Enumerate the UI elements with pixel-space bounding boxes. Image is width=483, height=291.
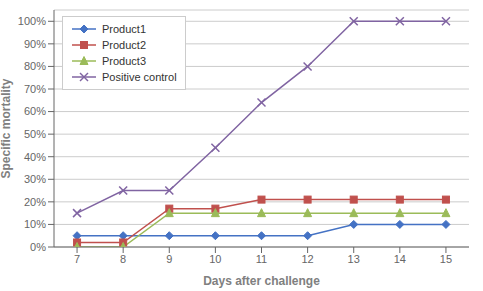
svg-text:40%: 40% (24, 151, 46, 163)
svg-text:10%: 10% (24, 218, 46, 230)
svg-text:Days after challenge: Days after challenge (203, 274, 320, 288)
svg-text:7: 7 (74, 253, 80, 265)
svg-text:10: 10 (209, 253, 221, 265)
svg-text:15: 15 (440, 253, 452, 265)
svg-text:14: 14 (394, 253, 406, 265)
html-text:Product3: Product3 (102, 55, 146, 67)
svg-text:13: 13 (348, 253, 360, 265)
html-text:Product2: Product2 (102, 39, 146, 51)
svg-text:70%: 70% (24, 83, 46, 95)
html-text:Product1: Product1 (102, 23, 146, 35)
svg-text:8: 8 (120, 253, 126, 265)
svg-text:20%: 20% (24, 196, 46, 208)
svg-text:80%: 80% (24, 60, 46, 72)
svg-text:90%: 90% (24, 38, 46, 50)
svg-text:50%: 50% (24, 128, 46, 140)
svg-text:9: 9 (166, 253, 172, 265)
svg-text:30%: 30% (24, 173, 46, 185)
svg-text:100%: 100% (18, 15, 46, 27)
svg-text:12: 12 (301, 253, 313, 265)
svg-text:11: 11 (256, 253, 267, 265)
svg-text:0%: 0% (30, 241, 46, 253)
svg-text:60%: 60% (24, 105, 46, 117)
html-text:Positive control: Positive control (102, 71, 177, 83)
svg-text:Specific mortality: Specific mortality (8, 78, 13, 178)
